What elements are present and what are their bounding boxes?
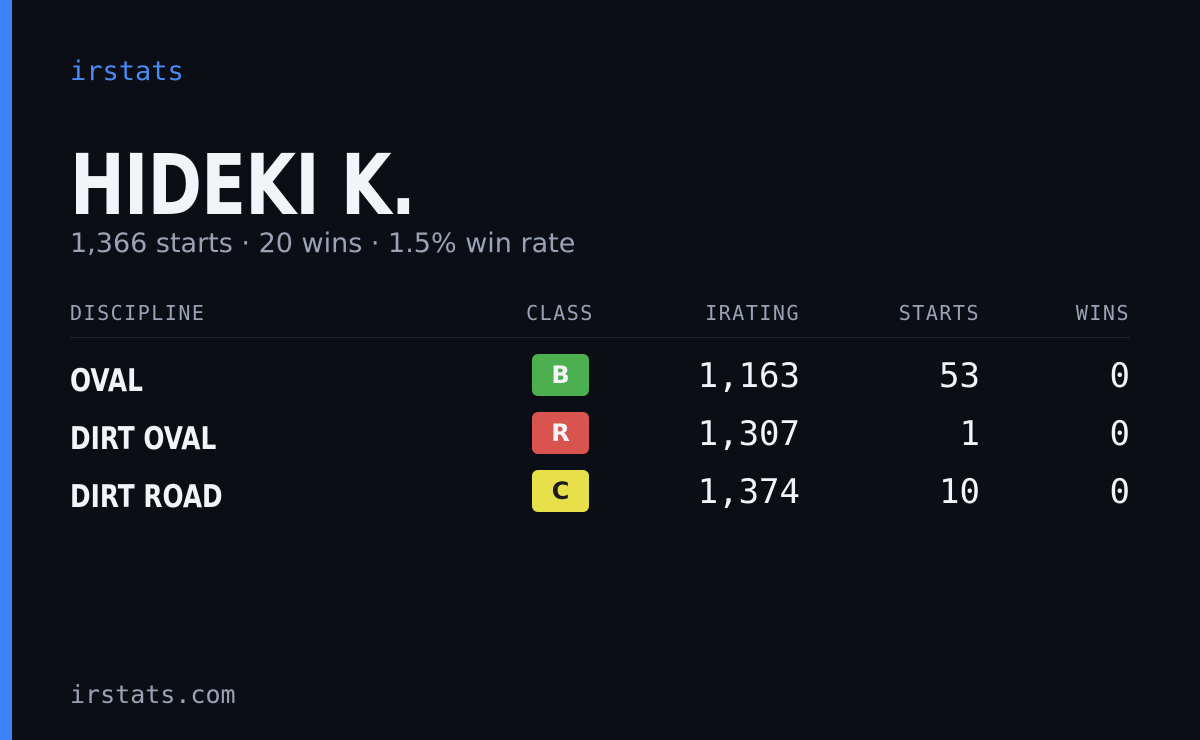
accent-bar bbox=[0, 0, 12, 740]
class-badge: R bbox=[532, 412, 589, 454]
header-rule bbox=[70, 337, 1130, 338]
footer: irstats.com bbox=[70, 680, 236, 709]
wins-value: 0 bbox=[1109, 414, 1130, 454]
discipline: DIRT ROAD bbox=[70, 479, 223, 515]
column-header: CLASS bbox=[526, 301, 594, 325]
column-header: DISCIPLINE bbox=[70, 301, 206, 325]
brand: irstats bbox=[70, 56, 184, 87]
irating-value: 1,374 bbox=[697, 472, 800, 512]
wins-value: 0 bbox=[1109, 472, 1130, 512]
driver-name: HIDEKI K. bbox=[70, 136, 416, 234]
irating-value: 1,307 bbox=[697, 414, 800, 454]
discipline: DIRT OVAL bbox=[70, 421, 217, 457]
column-header: IRATING bbox=[705, 301, 800, 325]
discipline: OVAL bbox=[70, 363, 143, 399]
wins-value: 0 bbox=[1109, 356, 1130, 396]
column-header: STARTS bbox=[898, 301, 980, 325]
class-badge: C bbox=[532, 470, 589, 512]
column-header: WINS bbox=[1075, 301, 1130, 325]
starts-value: 1 bbox=[959, 414, 980, 454]
starts-value: 10 bbox=[939, 472, 980, 512]
irating-value: 1,163 bbox=[697, 356, 800, 396]
class-badge: B bbox=[532, 354, 589, 396]
summary: 1,366 starts · 20 wins · 1.5% win rate bbox=[70, 228, 576, 259]
starts-value: 53 bbox=[939, 356, 980, 396]
